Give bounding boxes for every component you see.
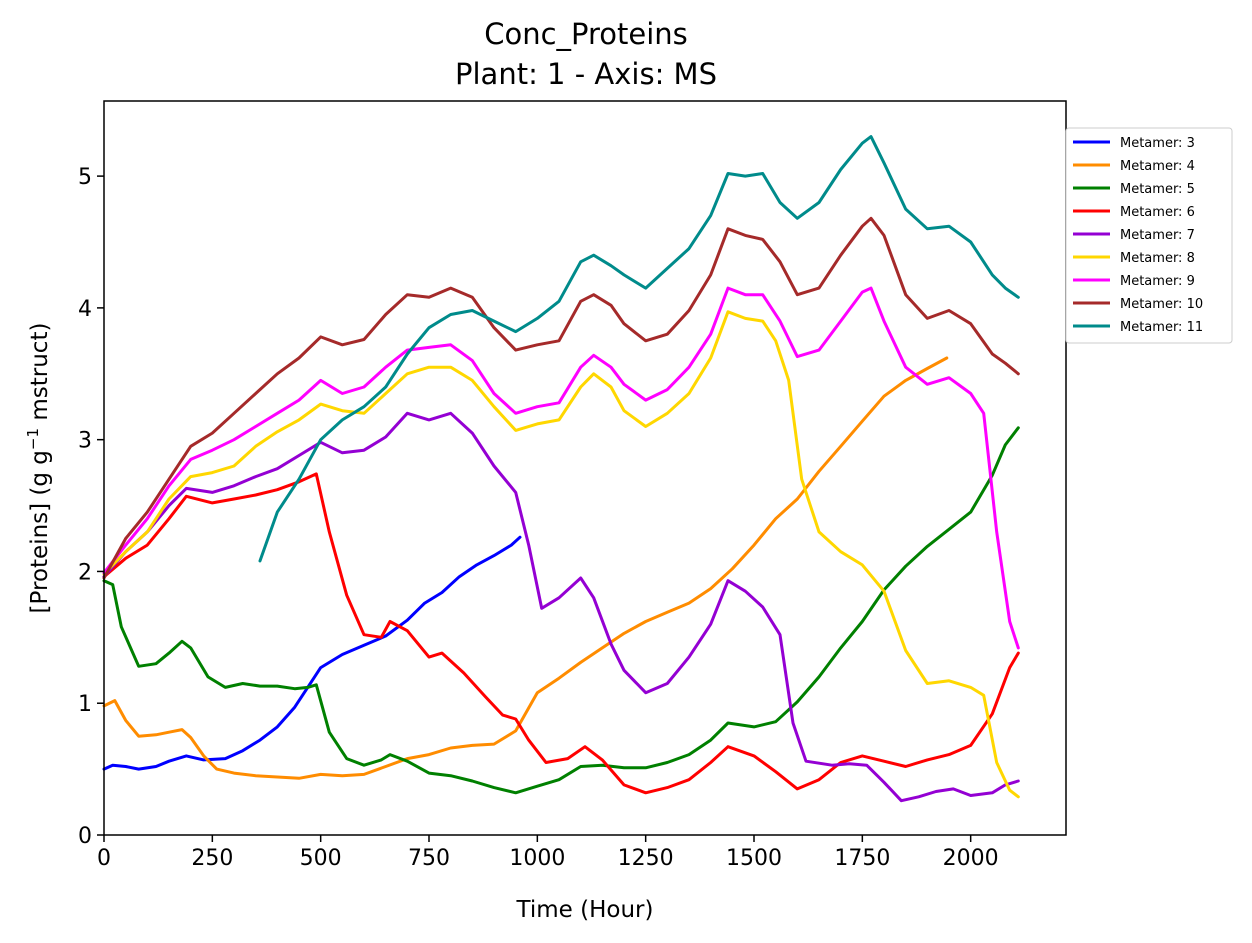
series-line-metamer-8 bbox=[102, 310, 1020, 799]
y-axis-label: [Proteins] (g g−1 mstruct) bbox=[24, 323, 53, 614]
chart-title: Conc_Proteins bbox=[484, 17, 688, 51]
series-line-metamer-7 bbox=[102, 411, 1020, 803]
legend: Metamer: 3 Metamer: 4 Metamer: 5 Metamer: 6… bbox=[1065, 127, 1233, 344]
x-axis: 0 250 500 750 1000 1250 1500 1750 2000 bbox=[97, 835, 999, 871]
series-line-metamer-3 bbox=[102, 535, 522, 771]
x-axis-label: Time (Hour) bbox=[516, 897, 654, 923]
y-axis: 0 1 2 3 4 5 bbox=[78, 165, 104, 849]
legend-box bbox=[1065, 127, 1233, 344]
series-line-metamer-4 bbox=[102, 356, 949, 780]
y-tick-label: 2 bbox=[78, 560, 92, 585]
x-tick-label: 500 bbox=[300, 846, 342, 871]
x-tick-label: 1250 bbox=[618, 846, 674, 871]
series-line-metamer-9 bbox=[102, 286, 1020, 650]
y-axis-label-main: [Proteins] (g g bbox=[27, 450, 53, 613]
y-tick-label: 1 bbox=[78, 692, 92, 717]
legend-label: Metamer: 7 bbox=[1120, 228, 1195, 243]
x-tick-label: 2000 bbox=[943, 846, 999, 871]
y-tick-label: 0 bbox=[78, 824, 92, 849]
legend-label: Metamer: 3 bbox=[1120, 136, 1195, 151]
series-line-metamer-11 bbox=[258, 135, 1020, 563]
legend-label: Metamer: 4 bbox=[1120, 159, 1195, 174]
legend-label: Metamer: 10 bbox=[1120, 297, 1203, 312]
y-tick-label: 4 bbox=[78, 297, 92, 322]
x-tick-label: 750 bbox=[408, 846, 450, 871]
legend-label: Metamer: 8 bbox=[1120, 251, 1195, 266]
x-tick-label: 1750 bbox=[834, 846, 890, 871]
y-axis-label-sup: −1 bbox=[24, 428, 42, 450]
series-line-metamer-10 bbox=[102, 216, 1020, 580]
x-tick-label: 1000 bbox=[509, 846, 565, 871]
y-tick-label: 5 bbox=[78, 165, 92, 190]
legend-label: Metamer: 9 bbox=[1120, 274, 1195, 289]
series-line-metamer-5 bbox=[102, 426, 1020, 795]
chart-subtitle: Plant: 1 - Axis: MS bbox=[455, 57, 717, 91]
legend-label: Metamer: 5 bbox=[1120, 182, 1195, 197]
y-tick-label: 3 bbox=[78, 429, 92, 454]
x-tick-label: 0 bbox=[97, 846, 111, 871]
x-tick-label: 250 bbox=[191, 846, 233, 871]
x-tick-label: 1500 bbox=[726, 846, 782, 871]
series-line-metamer-6 bbox=[102, 472, 1020, 795]
plot-frame bbox=[103, 100, 1067, 836]
legend-label: Metamer: 6 bbox=[1120, 205, 1195, 220]
y-axis-label-tail: mstruct) bbox=[27, 323, 53, 428]
legend-label: Metamer: 11 bbox=[1120, 320, 1203, 335]
series-layer bbox=[102, 135, 1020, 803]
